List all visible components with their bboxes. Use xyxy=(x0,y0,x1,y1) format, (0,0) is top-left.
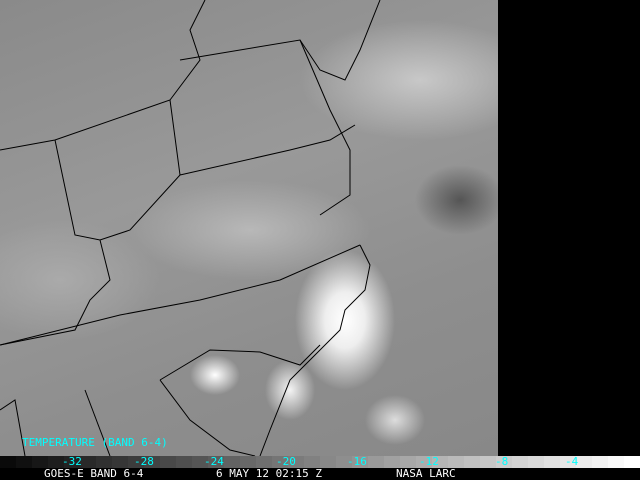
scale-step xyxy=(32,456,48,468)
scale-step xyxy=(384,456,400,468)
scale-step xyxy=(144,456,160,468)
temperature-color-scale xyxy=(0,456,640,468)
border-line xyxy=(0,0,206,151)
scale-step xyxy=(480,456,496,468)
scale-step xyxy=(160,456,176,468)
scale-step xyxy=(16,456,32,468)
scale-step xyxy=(272,456,288,468)
scale-tick-label: -32 xyxy=(62,455,82,468)
scale-step xyxy=(416,456,432,468)
scale-step xyxy=(496,456,512,468)
border-line xyxy=(159,344,321,381)
scale-step xyxy=(448,456,464,468)
scale-step xyxy=(400,456,416,468)
footer-bar: GOES-E BAND 6-4 6 MAY 12 02:15 Z NASA LA… xyxy=(0,467,640,480)
border-line xyxy=(299,39,351,216)
scale-tick-label: -28 xyxy=(134,455,154,468)
scale-step xyxy=(176,456,192,468)
state-borders xyxy=(0,0,498,456)
scale-step xyxy=(352,456,368,468)
scale-tick-label: -16 xyxy=(347,455,367,468)
border-line xyxy=(169,99,356,176)
scale-step xyxy=(0,456,16,468)
scale-step xyxy=(304,456,320,468)
scale-step xyxy=(544,456,560,468)
satellite-band-label: GOES-E BAND 6-4 xyxy=(44,467,144,480)
satellite-imagery xyxy=(0,0,498,456)
scale-tick-label: -12 xyxy=(419,455,439,468)
border-line xyxy=(0,399,26,456)
scale-step xyxy=(240,456,256,468)
scale-tick-label: -8 xyxy=(495,455,509,468)
scale-step xyxy=(336,456,352,468)
datetime-label: 6 MAY 12 02:15 Z xyxy=(216,467,322,480)
border-line xyxy=(0,244,361,346)
scale-step xyxy=(80,456,96,468)
scale-step xyxy=(64,456,80,468)
scale-step xyxy=(112,456,128,468)
scale-tick-label: -4 xyxy=(565,455,579,468)
scale-step xyxy=(288,456,304,468)
scale-step xyxy=(560,456,576,468)
scale-step xyxy=(528,456,544,468)
scale-step xyxy=(576,456,592,468)
border-line xyxy=(0,239,111,346)
scale-step xyxy=(464,456,480,468)
scale-step xyxy=(368,456,384,468)
border-line xyxy=(54,139,181,241)
source-label: NASA LARC xyxy=(396,467,456,480)
scale-step xyxy=(608,456,624,468)
scale-step xyxy=(208,456,224,468)
border-line xyxy=(259,244,371,456)
scale-step xyxy=(624,456,640,468)
scale-step xyxy=(224,456,240,468)
scale-step xyxy=(512,456,528,468)
scale-step xyxy=(256,456,272,468)
scale-step xyxy=(432,456,448,468)
legend-title: TEMPERATURE (BAND 6-4) xyxy=(22,436,168,449)
scale-tick-label: -24 xyxy=(204,455,224,468)
scale-step xyxy=(192,456,208,468)
border-line xyxy=(179,0,381,81)
scale-step xyxy=(96,456,112,468)
scale-step xyxy=(48,456,64,468)
scale-step xyxy=(320,456,336,468)
scale-tick-label: -20 xyxy=(276,455,296,468)
border-line xyxy=(84,389,111,456)
scale-step xyxy=(592,456,608,468)
border-line xyxy=(159,379,256,456)
scale-step xyxy=(128,456,144,468)
